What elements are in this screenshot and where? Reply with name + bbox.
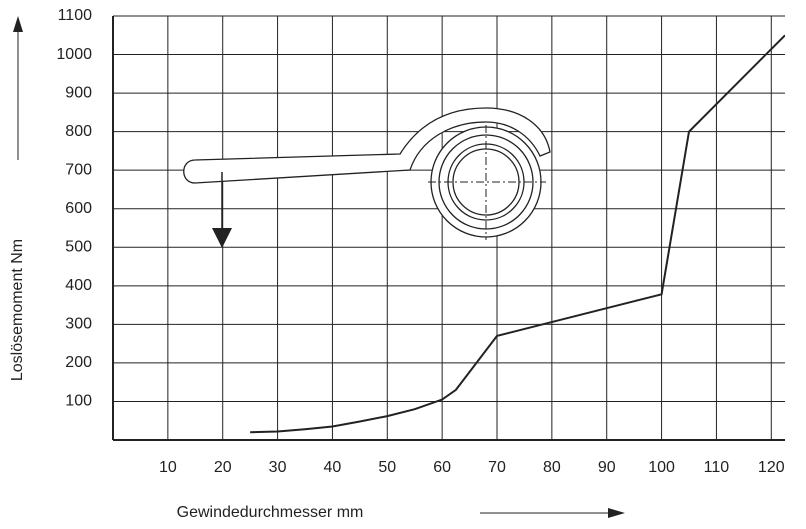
chart: Loslösemoment Nm Gewindedurchmesser mm 1… (0, 0, 806, 524)
y-tick-label: 700 (65, 161, 92, 178)
x-tick-label: 20 (214, 459, 232, 476)
y-tick-label: 800 (65, 123, 92, 140)
wrench-illustration (184, 108, 550, 248)
x-tick-label: 70 (488, 459, 506, 476)
y-tick-label: 400 (65, 277, 92, 294)
x-tick-label: 90 (598, 459, 616, 476)
y-tick-label: 1000 (56, 46, 92, 63)
y-tick-label: 200 (65, 354, 92, 371)
y-axis-label: Loslösemoment Nm (9, 239, 26, 381)
x-tick-label: 100 (648, 459, 675, 476)
y-tick-label: 1100 (58, 7, 93, 24)
y-tick-label: 600 (65, 200, 92, 217)
x-tick-label: 10 (159, 459, 177, 476)
x-tick-label: 110 (704, 459, 730, 476)
y-tick-label: 900 (65, 84, 92, 101)
x-axis-label: Gewindedurchmesser mm (177, 504, 364, 521)
x-tick-label: 30 (269, 459, 287, 476)
y-axis-arrowhead (13, 16, 23, 32)
x-tick-label: 80 (543, 459, 561, 476)
x-tick-label: 40 (324, 459, 342, 476)
y-tick-label: 100 (65, 393, 92, 410)
x-tick-label: 120 (758, 459, 785, 476)
x-tick-label: 60 (433, 459, 451, 476)
x-tick-label: 50 (378, 459, 396, 476)
y-tick-label: 300 (65, 316, 92, 333)
data-line (250, 35, 785, 432)
x-axis-arrowhead (608, 508, 625, 518)
y-tick-label: 500 (65, 238, 92, 255)
